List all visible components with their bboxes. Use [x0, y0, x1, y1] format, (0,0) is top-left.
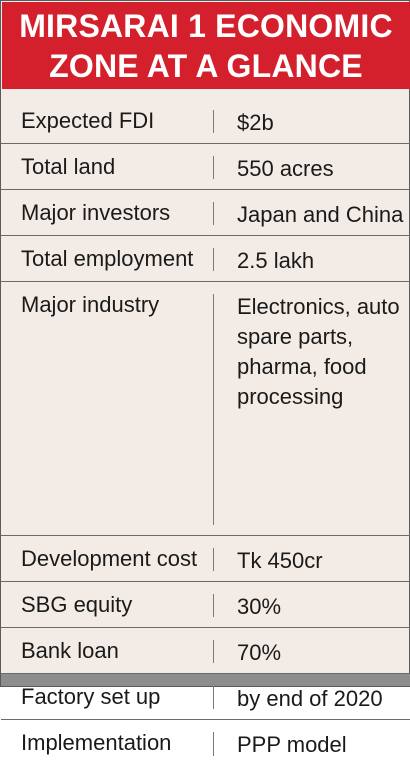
row-label: Total employment: [21, 246, 194, 271]
card-title-line-2: ZONE AT A GLANCE: [49, 47, 363, 84]
column-divider: [213, 548, 214, 571]
table-row: Major investors Japan and China: [1, 190, 410, 236]
row-label: Major industry: [21, 292, 160, 317]
row-label: Bank loan: [21, 638, 119, 663]
row-value: Electronics, auto spare parts, pharma, f…: [237, 294, 400, 409]
row-value: 2.5 lakh: [237, 248, 315, 273]
table-row: Implementation PPP model: [1, 720, 410, 766]
table-row: Major industry Electronics, auto spare p…: [1, 282, 410, 536]
table-row: Total employment 2.5 lakh: [1, 236, 410, 282]
column-divider: [213, 640, 214, 663]
column-divider: [213, 248, 214, 271]
table-row: Expected FDI $2b: [1, 98, 410, 144]
row-value: $2b: [237, 110, 274, 135]
column-divider: [213, 110, 214, 133]
row-label: Development cost: [21, 546, 198, 571]
column-divider: [213, 594, 214, 617]
row-label: Total land: [21, 154, 116, 179]
column-divider: [213, 294, 214, 525]
row-label: Implementation: [21, 730, 172, 755]
row-value: by end of 2020: [237, 686, 383, 711]
table-row: Total land 550 acres: [1, 144, 410, 190]
row-value: PPP model: [237, 732, 347, 757]
row-label: Major investors: [21, 200, 171, 225]
row-value: 70%: [237, 640, 282, 665]
card-title-line-1: MIRSARAI 1 ECONOMIC: [19, 7, 393, 44]
row-label: Expected FDI: [21, 108, 155, 133]
row-value: Japan and China: [237, 202, 404, 227]
row-label: SBG equity: [21, 592, 133, 617]
table-row: Development cost Tk 450cr: [1, 536, 410, 582]
column-divider: [213, 156, 214, 179]
row-value: Tk 450cr: [237, 548, 323, 573]
row-label: Factory set up: [21, 684, 161, 709]
column-divider: [213, 686, 214, 709]
table-row: Bank loan 70%: [1, 628, 410, 674]
row-value: 550 acres: [237, 156, 334, 181]
column-divider: [213, 732, 214, 756]
card-title: MIRSARAI 1 ECONOMIC ZONE AT A GLANCE: [2, 2, 410, 89]
table-row: SBG equity 30%: [1, 582, 410, 628]
column-divider: [213, 202, 214, 225]
footer-bar: [1, 674, 410, 686]
row-value: 30%: [237, 594, 282, 619]
